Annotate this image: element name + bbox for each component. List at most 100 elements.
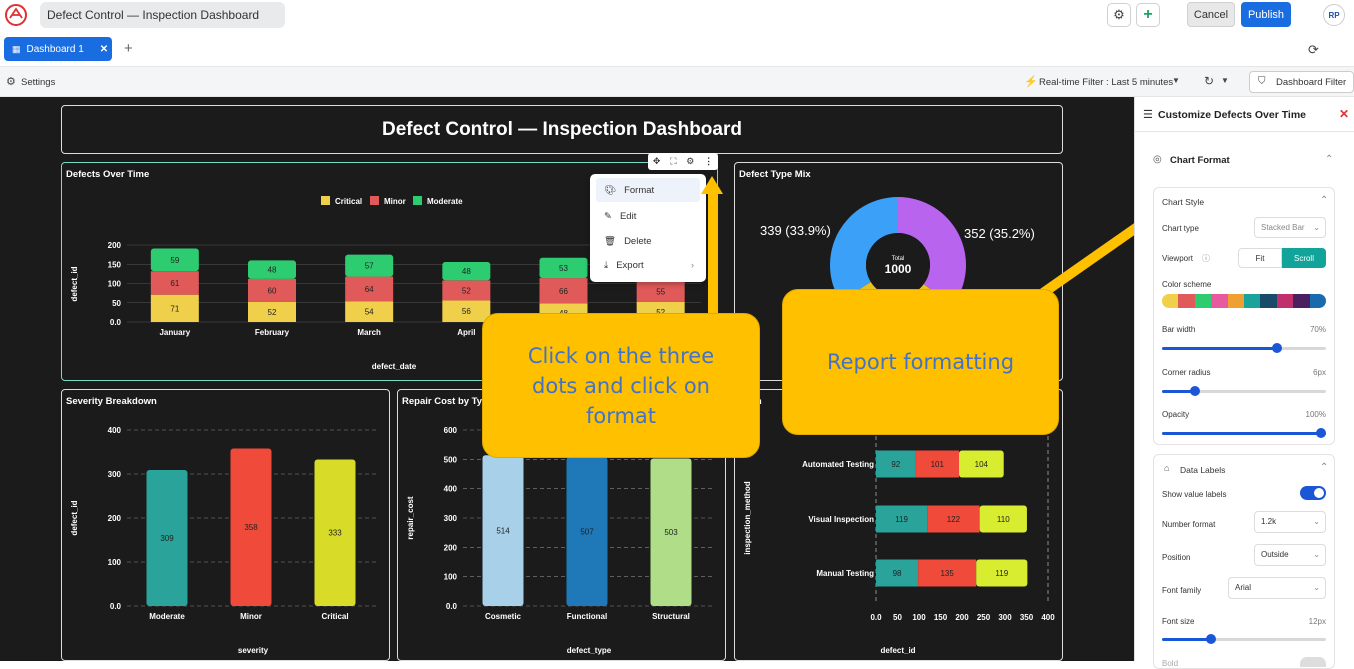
x-tick-label: 100 bbox=[912, 613, 926, 622]
settings-gear-button[interactable]: ⚙ bbox=[1107, 3, 1131, 27]
font-size-slider[interactable] bbox=[1162, 634, 1326, 644]
refresh-icon[interactable]: ⟳ bbox=[1308, 42, 1319, 57]
slider-fill bbox=[1162, 390, 1195, 393]
data-label: 507 bbox=[580, 528, 594, 537]
bar-segment bbox=[915, 450, 959, 478]
data-label: 52 bbox=[462, 286, 471, 295]
chart-type-select[interactable]: Stacked Bar ⌄ bbox=[1254, 217, 1326, 238]
close-icon[interactable]: ✕ bbox=[1339, 107, 1350, 121]
viewport-scroll-button[interactable]: Scroll bbox=[1282, 248, 1326, 268]
tab-dashboard-1[interactable]: ▦ Dashboard 1 ✕ bbox=[4, 37, 112, 61]
bar-segment bbox=[248, 301, 296, 322]
chart-title: Defect Type Mix bbox=[739, 169, 811, 180]
color-swatch bbox=[1309, 294, 1326, 308]
menu-item-edit[interactable]: ✎ Edit bbox=[596, 204, 700, 228]
bar-segment bbox=[442, 261, 491, 281]
data-label: 60 bbox=[268, 286, 277, 295]
info-icon: ⓘ bbox=[1202, 254, 1210, 263]
menu-item-delete[interactable]: 🗑︎ Delete bbox=[596, 229, 700, 253]
dashboard-filter-label: Dashboard Filter bbox=[1276, 77, 1347, 88]
bar-segment bbox=[442, 300, 491, 322]
data-labels-header[interactable]: Data Labels bbox=[1180, 465, 1226, 475]
chart-toolbar: ✥ ⛶ ⚙ ⋮ bbox=[648, 153, 718, 170]
slider-fill bbox=[1162, 638, 1212, 641]
gear-icon[interactable]: ⚙ bbox=[686, 156, 695, 166]
data-label: 71 bbox=[170, 304, 179, 313]
context-menu: 🎨︎ Format ✎ Edit 🗑︎ Delete ⤓ Export › bbox=[590, 174, 706, 282]
bar bbox=[482, 455, 524, 606]
corner-radius-slider[interactable] bbox=[1162, 386, 1326, 396]
viewport-fit-button[interactable]: Fit bbox=[1238, 248, 1282, 268]
chevron-up-icon[interactable]: ⌃ bbox=[1325, 154, 1334, 165]
chevron-up-icon[interactable]: ⌃ bbox=[1320, 462, 1329, 473]
position-select[interactable]: Outside ⌄ bbox=[1254, 544, 1326, 566]
pencil-icon: ✎ bbox=[604, 210, 612, 222]
x-axis-label: defect_date bbox=[372, 362, 417, 371]
close-tab-icon[interactable]: ✕ bbox=[99, 43, 109, 55]
y-tick-label: 400 bbox=[444, 485, 458, 494]
legend-swatch bbox=[370, 196, 379, 205]
move-icon[interactable]: ✥ bbox=[652, 156, 661, 166]
cancel-button[interactable]: Cancel bbox=[1187, 2, 1235, 27]
corner-radius-value: 6px bbox=[1313, 368, 1326, 377]
data-label: 59 bbox=[170, 256, 179, 265]
menu-item-export[interactable]: ⤓ Export › bbox=[596, 253, 700, 277]
bar-segment bbox=[345, 301, 394, 322]
chart-style-header[interactable]: Chart Style bbox=[1162, 197, 1205, 207]
data-label: 54 bbox=[365, 308, 374, 317]
settings-label[interactable]: Settings bbox=[21, 77, 56, 88]
slider-knob[interactable] bbox=[1206, 634, 1217, 644]
bar-width-slider[interactable] bbox=[1162, 343, 1326, 353]
realtime-filter[interactable]: Real-time Filter : Last 5 minutes bbox=[1039, 77, 1174, 88]
chevron-up-icon[interactable]: ⌃ bbox=[1320, 195, 1329, 206]
grid-icon: ▦ bbox=[12, 43, 21, 54]
y-tick-label: 100 bbox=[108, 558, 122, 567]
show-value-labels-toggle[interactable] bbox=[1300, 486, 1326, 500]
data-label: 61 bbox=[170, 279, 179, 288]
y-tick-label: 100 bbox=[444, 573, 458, 582]
add-tab-icon[interactable]: + bbox=[124, 40, 133, 57]
dashboard-filter-button[interactable]: ⛉ Dashboard Filter bbox=[1249, 71, 1354, 93]
gear-icon: ⚙ bbox=[6, 76, 16, 88]
dashboard-title-input[interactable]: Defect Control — Inspection Dashboard bbox=[40, 2, 285, 28]
y-axis-label: inspection_method bbox=[743, 481, 752, 554]
gear-icon: ⚙ bbox=[1113, 7, 1125, 22]
menu-label: Export bbox=[616, 259, 644, 271]
menu-item-format[interactable]: 🎨︎ Format bbox=[596, 178, 700, 202]
number-format-select[interactable]: 1.2k ⌄ bbox=[1254, 511, 1326, 533]
x-tick-label: Critical bbox=[321, 612, 348, 621]
y-tick-label: 300 bbox=[444, 514, 458, 523]
chart-format-header[interactable]: Chart Format bbox=[1170, 155, 1230, 166]
sliders-icon: ☰ bbox=[1143, 109, 1153, 121]
slider-knob[interactable] bbox=[1316, 428, 1326, 438]
reload-icon[interactable]: ↻ bbox=[1204, 74, 1215, 88]
legend-label: Minor bbox=[384, 197, 406, 206]
opacity-slider[interactable] bbox=[1162, 428, 1326, 438]
y-tick-label: 500 bbox=[444, 455, 458, 464]
x-axis-label: defect_id bbox=[880, 646, 915, 655]
bar-segment bbox=[442, 280, 491, 301]
slider-knob[interactable] bbox=[1189, 386, 1200, 396]
x-tick-label: 0.0 bbox=[870, 613, 882, 622]
chevron-down-icon[interactable]: ▼ bbox=[1172, 76, 1180, 85]
y-tick-label: 300 bbox=[108, 470, 122, 479]
slider-knob[interactable] bbox=[1271, 343, 1282, 353]
bar-segment bbox=[345, 276, 394, 302]
add-button[interactable]: + bbox=[1136, 3, 1160, 27]
more-vertical-icon[interactable]: ⋮ bbox=[704, 156, 714, 166]
color-scheme-swatch[interactable] bbox=[1162, 294, 1326, 308]
data-labels-card: ⌂ Data Labels ⌃ Show value labels Number… bbox=[1153, 454, 1335, 669]
x-tick-label: 50 bbox=[893, 613, 902, 622]
bar-segment bbox=[918, 559, 977, 587]
expand-icon[interactable]: ⛶ bbox=[670, 156, 677, 166]
chevron-down-icon[interactable]: ▼ bbox=[1221, 76, 1229, 85]
top-bar: Defect Control — Inspection Dashboard ⚙ … bbox=[0, 0, 1354, 30]
tab-row bbox=[0, 34, 1354, 66]
bold-toggle[interactable] bbox=[1300, 657, 1326, 667]
y-tick-label: 0.0 bbox=[110, 602, 122, 611]
pie-slice bbox=[830, 197, 898, 302]
avatar[interactable]: RP bbox=[1323, 4, 1345, 26]
publish-button[interactable]: Publish bbox=[1241, 2, 1291, 27]
font-family-select[interactable]: Arial ⌄ bbox=[1228, 577, 1326, 599]
y-tick-label: Manual Testing bbox=[816, 569, 874, 578]
